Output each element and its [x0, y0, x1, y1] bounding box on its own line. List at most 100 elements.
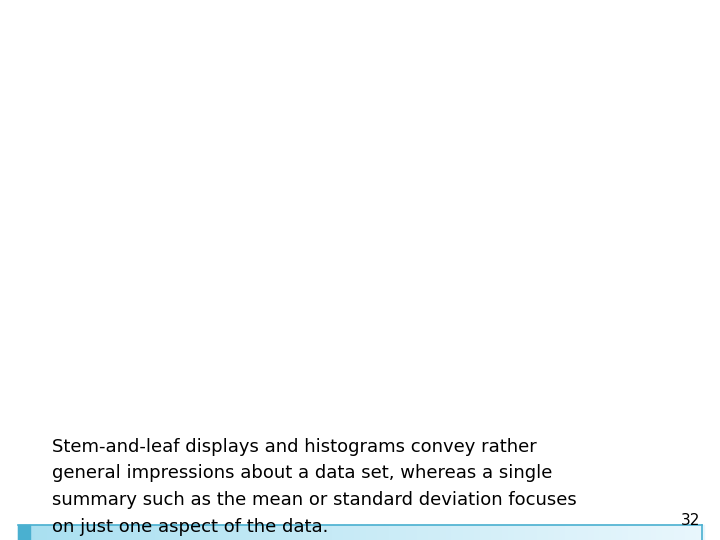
Bar — [75, 525, 83, 540]
Bar — [35, 525, 42, 540]
Bar — [189, 525, 197, 540]
Bar — [320, 525, 328, 540]
Bar — [274, 525, 282, 540]
Bar — [223, 525, 231, 540]
Bar — [611, 525, 618, 540]
Bar — [184, 525, 191, 540]
Bar — [86, 525, 94, 540]
Bar — [53, 525, 60, 540]
Bar — [178, 525, 185, 540]
Bar — [559, 525, 567, 540]
Bar — [440, 525, 448, 540]
Text: summary such as the mean or standard deviation focuses: summary such as the mean or standard dev… — [52, 491, 577, 509]
Bar — [673, 525, 681, 540]
Bar — [212, 525, 220, 540]
Bar — [229, 525, 237, 540]
Bar — [115, 525, 122, 540]
Bar — [331, 525, 339, 540]
Text: 32: 32 — [680, 513, 700, 528]
Bar — [526, 525, 533, 540]
Bar — [132, 525, 140, 540]
Bar — [514, 525, 521, 540]
Bar — [474, 525, 482, 540]
Bar — [599, 525, 607, 540]
Bar — [155, 525, 163, 540]
Bar — [657, 525, 664, 540]
Bar — [480, 525, 487, 540]
Bar — [292, 525, 300, 540]
Bar — [622, 525, 630, 540]
Bar — [372, 525, 379, 540]
Bar — [531, 525, 539, 540]
Bar — [542, 525, 550, 540]
Bar — [326, 525, 333, 540]
Bar — [235, 525, 243, 540]
Bar — [605, 525, 613, 540]
Bar — [246, 525, 253, 540]
Bar — [696, 525, 704, 540]
Bar — [571, 525, 579, 540]
Bar — [121, 525, 128, 540]
Bar — [446, 525, 453, 540]
Bar — [577, 525, 585, 540]
Bar — [645, 525, 653, 540]
Bar — [30, 525, 37, 540]
Bar — [217, 525, 225, 540]
Bar — [98, 525, 106, 540]
Bar — [172, 525, 179, 540]
Bar — [616, 525, 624, 540]
Bar — [166, 525, 174, 540]
Bar — [58, 525, 66, 540]
Bar — [24, 525, 32, 540]
Bar — [383, 525, 390, 540]
Bar — [668, 525, 675, 540]
Bar — [149, 525, 157, 540]
Bar — [92, 525, 100, 540]
Bar — [508, 525, 516, 540]
Bar — [126, 525, 134, 540]
Bar — [303, 525, 311, 540]
Bar — [554, 525, 562, 540]
Bar — [258, 525, 265, 540]
Bar — [81, 525, 89, 540]
Bar — [286, 525, 294, 540]
Bar — [628, 525, 636, 540]
Bar — [651, 525, 658, 540]
Bar — [18, 525, 26, 540]
Bar — [138, 525, 145, 540]
Text: general impressions about a data set, whereas a single: general impressions about a data set, wh… — [52, 464, 552, 483]
Bar — [366, 525, 374, 540]
Bar — [457, 525, 464, 540]
Bar — [417, 525, 425, 540]
Bar — [491, 525, 499, 540]
Bar — [468, 525, 476, 540]
Bar — [451, 525, 459, 540]
Bar — [594, 525, 601, 540]
Bar — [63, 525, 71, 540]
Bar — [240, 525, 248, 540]
Bar — [434, 525, 442, 540]
Bar — [690, 525, 698, 540]
Bar — [161, 525, 168, 540]
Bar — [565, 525, 573, 540]
Bar — [423, 525, 431, 540]
Bar — [69, 525, 77, 540]
Bar — [485, 525, 493, 540]
Bar — [252, 525, 259, 540]
Bar — [263, 525, 271, 540]
Bar — [639, 525, 647, 540]
Bar — [206, 525, 214, 540]
Bar — [269, 525, 276, 540]
Bar — [679, 525, 687, 540]
Bar — [348, 525, 356, 540]
Bar — [200, 525, 208, 540]
Bar — [411, 525, 419, 540]
Bar — [337, 525, 345, 540]
Bar — [354, 525, 362, 540]
Bar — [143, 525, 151, 540]
Bar — [389, 525, 396, 540]
Bar — [662, 525, 670, 540]
Bar — [109, 525, 117, 540]
Bar — [395, 525, 402, 540]
Bar — [41, 525, 48, 540]
